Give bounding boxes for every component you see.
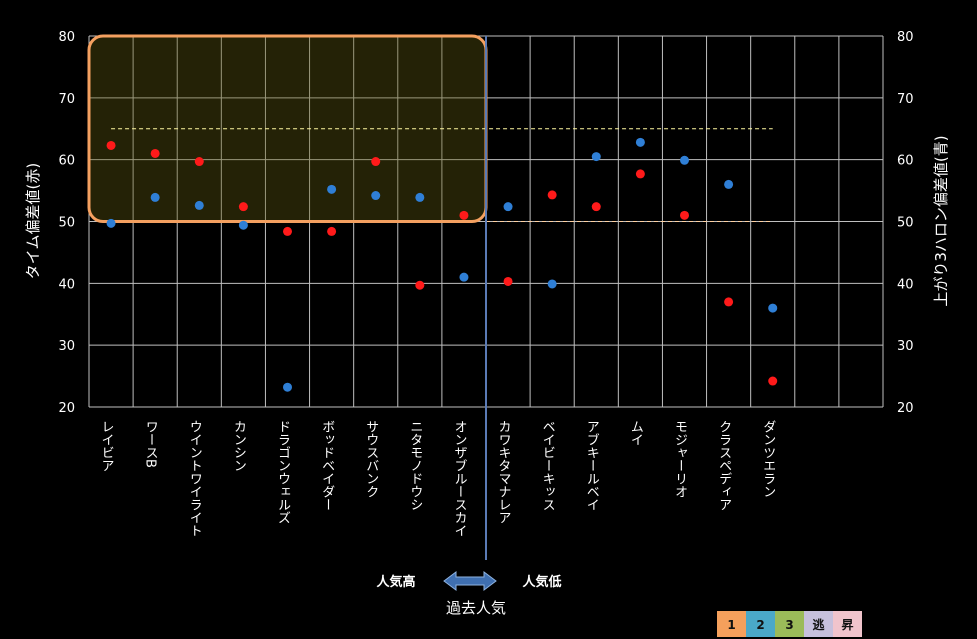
time-deviation-point <box>591 202 601 212</box>
time-deviation-point <box>106 140 116 150</box>
legend-badge <box>746 611 775 637</box>
right-y-tick-label: 20 <box>897 401 914 416</box>
x-axis-title: 過去人気 <box>446 599 506 617</box>
time-deviation-point <box>635 169 645 179</box>
right-y-tick-label: 50 <box>897 216 914 231</box>
last3f-deviation-point <box>768 303 778 313</box>
last3f-deviation-point <box>680 155 689 165</box>
legend-badge-label: 1 <box>727 618 735 632</box>
reference-lines <box>111 128 773 222</box>
right-y-tick-label: 70 <box>897 92 914 107</box>
time-deviation-point <box>680 210 689 220</box>
last3f-deviation-point <box>635 137 645 147</box>
time-deviation-point <box>371 157 381 167</box>
left-axis-title: タイム偏差値(赤) <box>24 163 42 279</box>
time-deviation-point <box>724 297 734 307</box>
double-arrow-icon <box>443 571 497 591</box>
left-y-tick-label: 70 <box>58 92 75 107</box>
legend-badge-label: 逃 <box>812 617 825 632</box>
legend-badge <box>775 611 804 637</box>
last3f-deviation-point <box>459 272 469 282</box>
x-category-labels: レイビア ワースB ウイントワイライト カンシン ドラゴンウェルズ ボッドベイダー サウスバ… <box>99 420 776 537</box>
category-label: ドラゴンウェルズ <box>275 420 290 524</box>
last3f-deviation-point <box>503 202 513 212</box>
left-y-ticks: 20 30 40 50 60 70 80 <box>58 30 75 416</box>
time-deviation-point <box>327 226 337 236</box>
left-y-tick-label: 40 <box>58 277 75 292</box>
last3f-deviation-point <box>327 184 337 194</box>
left-y-tick-label: 80 <box>58 30 75 45</box>
legend-badges: 1 2 3 逃 昇 <box>717 611 862 637</box>
last3f-deviation-point <box>724 179 734 189</box>
legend-badge-label: 3 <box>785 618 793 632</box>
legend-badge <box>717 611 746 637</box>
time-deviation-point <box>238 202 248 212</box>
left-y-tick-label: 30 <box>58 339 75 354</box>
last3f-deviation-point <box>415 192 425 202</box>
last3f-deviation-point <box>547 279 557 289</box>
right-y-tick-label: 60 <box>897 154 914 169</box>
time-deviation-point <box>768 376 778 386</box>
right-axis-title: 上がり3ハロン偏差値(青) <box>932 135 950 306</box>
left-y-tick-label: 20 <box>58 401 75 416</box>
legend-badge <box>804 611 833 637</box>
category-label: ニタモノドウシ <box>407 420 422 511</box>
category-label: カワキタマナレア <box>496 420 511 524</box>
left-y-tick-label: 60 <box>58 154 75 169</box>
category-label: サウスバンク <box>363 420 379 498</box>
time-deviation-point <box>150 148 160 158</box>
data-points <box>106 137 778 392</box>
category-label: オンザブルースカイ <box>451 420 467 537</box>
time-deviation-point <box>194 157 204 167</box>
last3f-deviation-point <box>106 218 116 228</box>
category-label: ベイビーキッス <box>540 420 556 511</box>
time-deviation-point <box>415 280 425 290</box>
last3f-deviation-point <box>150 192 160 202</box>
time-deviation-point <box>503 276 513 286</box>
popularity-arrow: 人気高 人気低 <box>376 571 562 591</box>
legend-badge-label: 昇 <box>841 618 853 632</box>
last3f-deviation-point <box>371 191 381 201</box>
right-y-tick-label: 80 <box>897 30 914 45</box>
right-y-tick-label: 30 <box>897 339 914 354</box>
category-label: ボッドベイダー <box>319 420 335 511</box>
category-label: アブキールベイ <box>584 420 600 511</box>
legend-badge <box>833 611 862 637</box>
legend-badge-label: 2 <box>756 618 764 632</box>
category-label: クラスペディア <box>716 420 732 511</box>
last3f-deviation-point <box>591 152 601 162</box>
time-deviation-point <box>459 210 469 220</box>
left-y-tick-label: 50 <box>58 216 75 231</box>
category-label: カンシン <box>231 420 246 472</box>
last3f-deviation-point <box>238 220 248 230</box>
time-deviation-point <box>547 190 557 200</box>
right-y-tick-label: 40 <box>897 277 914 292</box>
time-deviation-point <box>283 226 292 236</box>
arrow-right-label: 人気低 <box>522 574 561 590</box>
category-label: ダンツエラン <box>760 420 775 498</box>
category-label: ワースB <box>143 420 158 468</box>
last3f-deviation-point <box>194 200 204 210</box>
last3f-deviation-point <box>283 382 292 392</box>
category-label: ウイントワイライト <box>187 420 202 537</box>
right-y-ticks: 20 30 40 50 60 70 80 <box>897 30 914 416</box>
arrow-left-label: 人気高 <box>376 574 415 590</box>
category-label: レイビア <box>99 420 114 472</box>
category-label: モジャーリオ <box>672 420 687 498</box>
category-label: ムイ <box>628 420 643 446</box>
